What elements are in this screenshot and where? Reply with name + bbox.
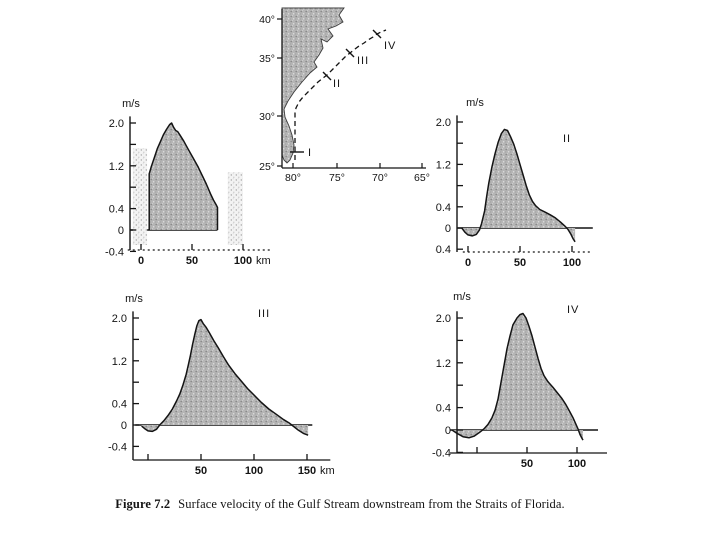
y-axis-unit-label: m/s: [122, 98, 140, 110]
x-axis: 50 100 150 km: [133, 454, 335, 477]
x-tick-label: 50: [186, 255, 198, 267]
y-tick-label: -0.4: [105, 246, 124, 258]
map-station-label-IV: IV: [384, 40, 396, 52]
latitude-label: 30°: [259, 111, 275, 123]
y-axis-unit-label: m/s: [466, 97, 484, 109]
velocity-curve: [451, 312, 584, 441]
velocity-curve: [461, 128, 576, 243]
x-axis-unit-label: km: [256, 255, 271, 267]
y-tick-label: 0: [118, 225, 124, 237]
map-axes: 40° 35° 30° 25° 80° 75° 70° 65°: [259, 9, 430, 184]
land-bank-bar: [227, 172, 243, 245]
land-bank-bar: [132, 148, 148, 245]
chart-svg-I: 2.0 1.2 0.4 0 -0.4 m/s 0 50 100 km: [105, 98, 272, 267]
x-tick-label: 0: [138, 255, 144, 267]
figure-caption: Figure 7.2 Surface velocity of the Gulf S…: [20, 497, 660, 512]
station-label-III: III: [258, 308, 270, 320]
figure-caption-text: Surface velocity of the Gulf Stream down…: [178, 497, 565, 511]
y-tick-label: -0.4: [432, 447, 451, 459]
chart-svg-II: 2.0 1.2 0.4 0 -0.4 m/s 0 50 100 II: [435, 97, 593, 269]
x-tick-label: 50: [521, 458, 533, 470]
station-tick-III: [345, 48, 355, 58]
y-tick-label: -0.4: [108, 441, 127, 453]
y-tick-label: 2.0: [436, 313, 451, 325]
y-tick-label: 0.4: [109, 204, 124, 216]
x-tick-label: 50: [195, 465, 207, 477]
x-tick-label: 100: [568, 458, 586, 470]
station-tick-II: [322, 71, 332, 81]
station-label-IV: IV: [567, 304, 579, 316]
x-axis: 0 50 100: [462, 246, 593, 269]
chart-svg-IV: 2.0 1.2 0.4 0 -0.4 m/s 50 100 IV: [432, 291, 607, 470]
y-axis: 2.0 1.2 0.4 0 -0.4 m/s: [432, 291, 471, 459]
longitude-label: 80°: [285, 172, 301, 184]
gulf-stream-track: [294, 29, 387, 160]
map-station-label-II: II: [333, 78, 341, 90]
latitude-label: 35°: [259, 53, 275, 65]
station-label-II: II: [563, 133, 571, 145]
y-axis: 2.0 1.2 0.4 0 -0.4 m/s: [435, 97, 484, 256]
velocity-profile-chart-I: 2.0 1.2 0.4 0 -0.4 m/s 0 50 100 km: [95, 93, 313, 281]
velocity-profile-chart-III: 2.0 1.2 0.4 0 -0.4 m/s 50 100 150 km III: [90, 285, 392, 487]
y-tick-label: 1.2: [436, 159, 451, 171]
map-station-label-III: III: [357, 55, 369, 67]
velocity-area-fill: [461, 129, 576, 242]
x-tick-label: 50: [514, 257, 526, 269]
velocity-curve: [141, 318, 309, 436]
x-tick-label: 100: [234, 255, 252, 267]
velocity-area-fill: [141, 319, 309, 436]
map-station-label-I: I: [308, 147, 312, 159]
x-tick-label: 0: [465, 257, 471, 269]
x-axis: 0 50 100 km: [127, 244, 272, 267]
y-tick-label: -0.4: [435, 244, 451, 256]
y-tick-label: 0.4: [112, 399, 127, 411]
coastline-landmass: [281, 7, 345, 164]
longitude-label: 70°: [372, 172, 388, 184]
longitude-label: 75°: [329, 172, 345, 184]
y-tick-label: 0: [445, 425, 451, 437]
longitude-label: 65°: [414, 172, 430, 184]
y-tick-label: 2.0: [109, 118, 124, 130]
y-tick-label: 1.2: [112, 356, 127, 368]
figure-caption-label: Figure 7.2: [115, 497, 171, 511]
velocity-profile-chart-IV: 2.0 1.2 0.4 0 -0.4 m/s 50 100 IV: [430, 283, 672, 495]
y-axis-unit-label: m/s: [453, 291, 471, 303]
latitude-label: 40°: [259, 14, 275, 26]
velocity-curve: [148, 122, 219, 230]
velocity-profile-chart-II: 2.0 1.2 0.4 0 -0.4 m/s 0 50 100 II: [435, 88, 667, 280]
x-axis-unit-label: km: [320, 465, 335, 477]
x-tick-label: 100: [563, 257, 581, 269]
y-tick-label: 0.4: [436, 403, 451, 415]
x-tick-label: 150: [298, 465, 316, 477]
station-tick-IV: [372, 29, 382, 39]
y-tick-label: 1.2: [436, 358, 451, 370]
y-tick-label: 2.0: [436, 117, 451, 129]
y-tick-label: 0.4: [436, 202, 451, 214]
latitude-label: 25°: [259, 161, 275, 173]
y-tick-label: 2.0: [112, 313, 127, 325]
y-tick-label: 0: [121, 420, 127, 432]
x-tick-label: 100: [245, 465, 263, 477]
velocity-area-fill: [149, 123, 218, 230]
chart-svg-III: 2.0 1.2 0.4 0 -0.4 m/s 50 100 150 km III: [108, 293, 335, 477]
gulf-stream-station-map: 40° 35° 30° 25° 80° 75° 70° 65° I II III IV: [240, 5, 440, 193]
y-axis: 2.0 1.2 0.4 0 -0.4 m/s: [108, 293, 143, 460]
y-axis: 2.0 1.2 0.4 0 -0.4 m/s: [105, 98, 140, 258]
y-tick-label: 0: [445, 223, 451, 235]
velocity-area-fill: [452, 313, 583, 441]
x-axis: 50 100: [450, 447, 607, 470]
y-tick-label: 1.2: [109, 161, 124, 173]
y-axis-unit-label: m/s: [125, 293, 143, 305]
